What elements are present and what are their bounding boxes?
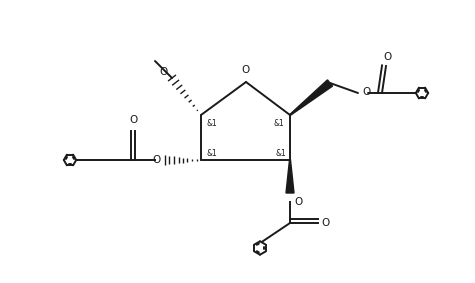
Text: &1: &1 — [275, 149, 286, 158]
Polygon shape — [290, 80, 332, 115]
Text: O: O — [321, 218, 329, 228]
Text: O: O — [129, 115, 137, 125]
Text: O: O — [242, 65, 250, 75]
Text: &1: &1 — [207, 149, 218, 158]
Text: O: O — [384, 52, 392, 62]
Text: O: O — [362, 87, 370, 97]
Text: O: O — [294, 197, 302, 207]
Polygon shape — [286, 160, 294, 193]
Text: &1: &1 — [273, 119, 284, 128]
Text: O: O — [160, 67, 168, 77]
Text: &1: &1 — [207, 119, 218, 128]
Text: O: O — [153, 155, 161, 165]
